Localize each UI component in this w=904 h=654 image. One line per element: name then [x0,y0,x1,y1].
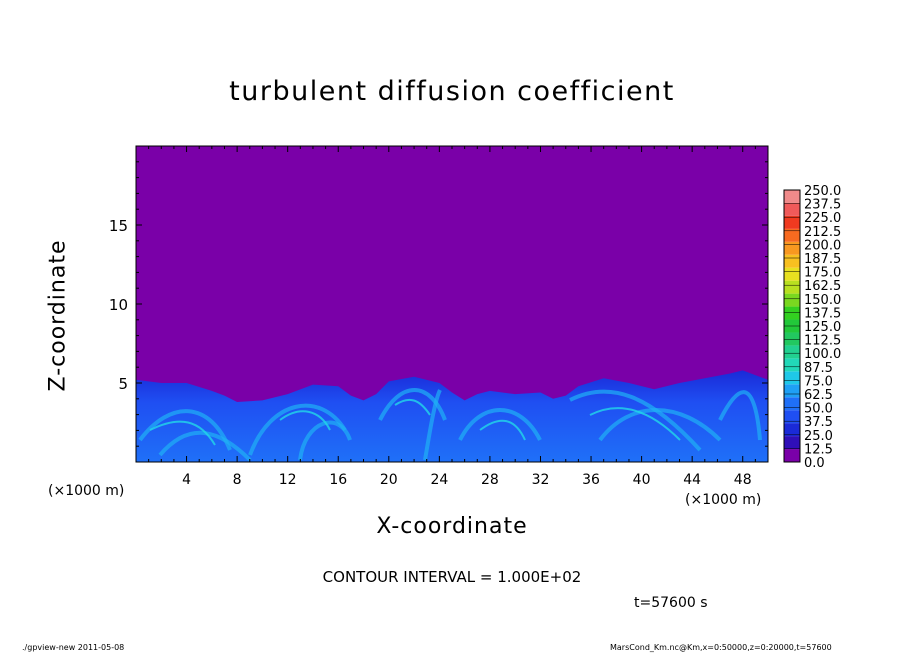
colorbar-label: 50.0 [804,402,833,417]
y-tick-label: 5 [118,375,128,393]
colorbar-label: 162.5 [804,279,841,294]
colorbar-swatch [784,449,800,462]
colorbar-swatch [784,397,800,411]
y-axis-ticks: 5 10 15 [109,161,768,447]
colorbar-label: 75.0 [804,374,833,389]
x-tick-label: 28 [481,472,499,488]
chart-title: turbulent diffusion coefficient [229,76,675,107]
x-tick-label: 48 [734,472,752,488]
colorbar-swatch [784,254,800,268]
x-tick-label: 16 [329,472,347,488]
x-tick-label: 44 [683,472,701,488]
colorbar-swatch [784,306,800,320]
time-label: t=57600 s [634,595,708,611]
eddy-stroke [394,398,431,416]
colorbar-swatch [784,228,800,242]
colorbar-label: 200.0 [804,238,841,253]
x-axis-ticks: 4 8 12 16 20 24 28 32 36 40 44 48 [148,146,756,488]
colorbar-label: 100.0 [804,347,841,362]
eddy-stroke [479,419,526,441]
footer-right: MarsCond_Km.nc@Km,x=0:50000,z=0:20000,t=… [610,643,832,652]
plot-area [135,145,769,463]
colorbar-swatch [784,215,800,229]
colorbar-label: 250.0 [804,184,841,199]
colorbar-label: 187.5 [804,252,841,267]
colorbar-swatch [784,436,800,450]
colorbar-label: 25.0 [804,429,833,444]
contour-interval: CONTOUR INTERVAL = 1.000E+02 [322,568,582,586]
colorbar-label: 125.0 [804,320,841,335]
colorbar-swatch [784,410,800,424]
colorbar-label: 225.0 [804,211,841,226]
eddy-stroke [298,420,352,461]
eddy-stroke [458,408,542,441]
y-axis-label: Z-coordinate [45,239,71,392]
colorbar-swatch [784,371,800,385]
x-tick-label: 20 [380,472,398,488]
colorbar: 0.012.525.037.550.062.575.087.5100.0112.… [783,184,841,471]
x-tick-label: 4 [182,472,191,488]
colorbar-swatch [784,332,800,346]
eddy-stroke [138,409,232,451]
x-unit-label-right: (×1000 m) [685,492,762,508]
colorbar-label: 237.5 [804,198,841,213]
colorbar-swatch [784,241,800,255]
colorbar-swatch [784,267,800,281]
x-tick-label: 36 [582,472,600,488]
x-tick-label: 24 [430,472,448,488]
eddy-stroke [589,407,681,441]
eddy-stroke [598,408,722,442]
colorbar-label: 212.5 [804,225,841,240]
y-tick-label: 10 [109,296,128,314]
colorbar-swatch [784,202,800,216]
colorbar-swatch [784,280,800,294]
colorbar-label: 150.0 [804,293,841,308]
eddy-stroke [279,410,331,431]
eddy-stroke [569,389,702,452]
x-tick-label: 40 [633,472,651,488]
colorbar-label: 62.5 [804,388,833,403]
y-tick-label: 15 [109,217,128,235]
colorbar-label: 137.5 [804,306,841,321]
x-unit-label-left: (×1000 m) [48,483,125,499]
eddy-stroke [718,390,762,441]
colorbar-label: 87.5 [804,361,833,376]
colorbar-swatch [784,293,800,307]
eddy-stroke [248,403,347,456]
colorbar-label: 37.5 [804,415,833,430]
colorbar-label: 112.5 [804,334,841,349]
x-axis-label: X-coordinate [376,514,528,539]
colorbar-swatch [784,423,800,437]
footer-left: ./gpview-new 2011-05-08 [22,643,125,652]
x-tick-label: 8 [233,472,242,488]
eddy-stroke [378,388,447,421]
x-tick-label: 32 [532,472,550,488]
colorbar-swatch [784,190,800,203]
eddy-stroke [423,389,442,461]
colorbar-swatch [784,358,800,372]
colorbar-label: 175.0 [804,266,841,281]
colorbar-swatch [784,345,800,359]
colorbar-label: 12.5 [804,442,833,457]
colorbar-label: 0.0 [804,456,825,471]
x-tick-label: 12 [279,472,297,488]
colorbar-swatch [784,384,800,398]
eddy-stroke [149,420,216,446]
